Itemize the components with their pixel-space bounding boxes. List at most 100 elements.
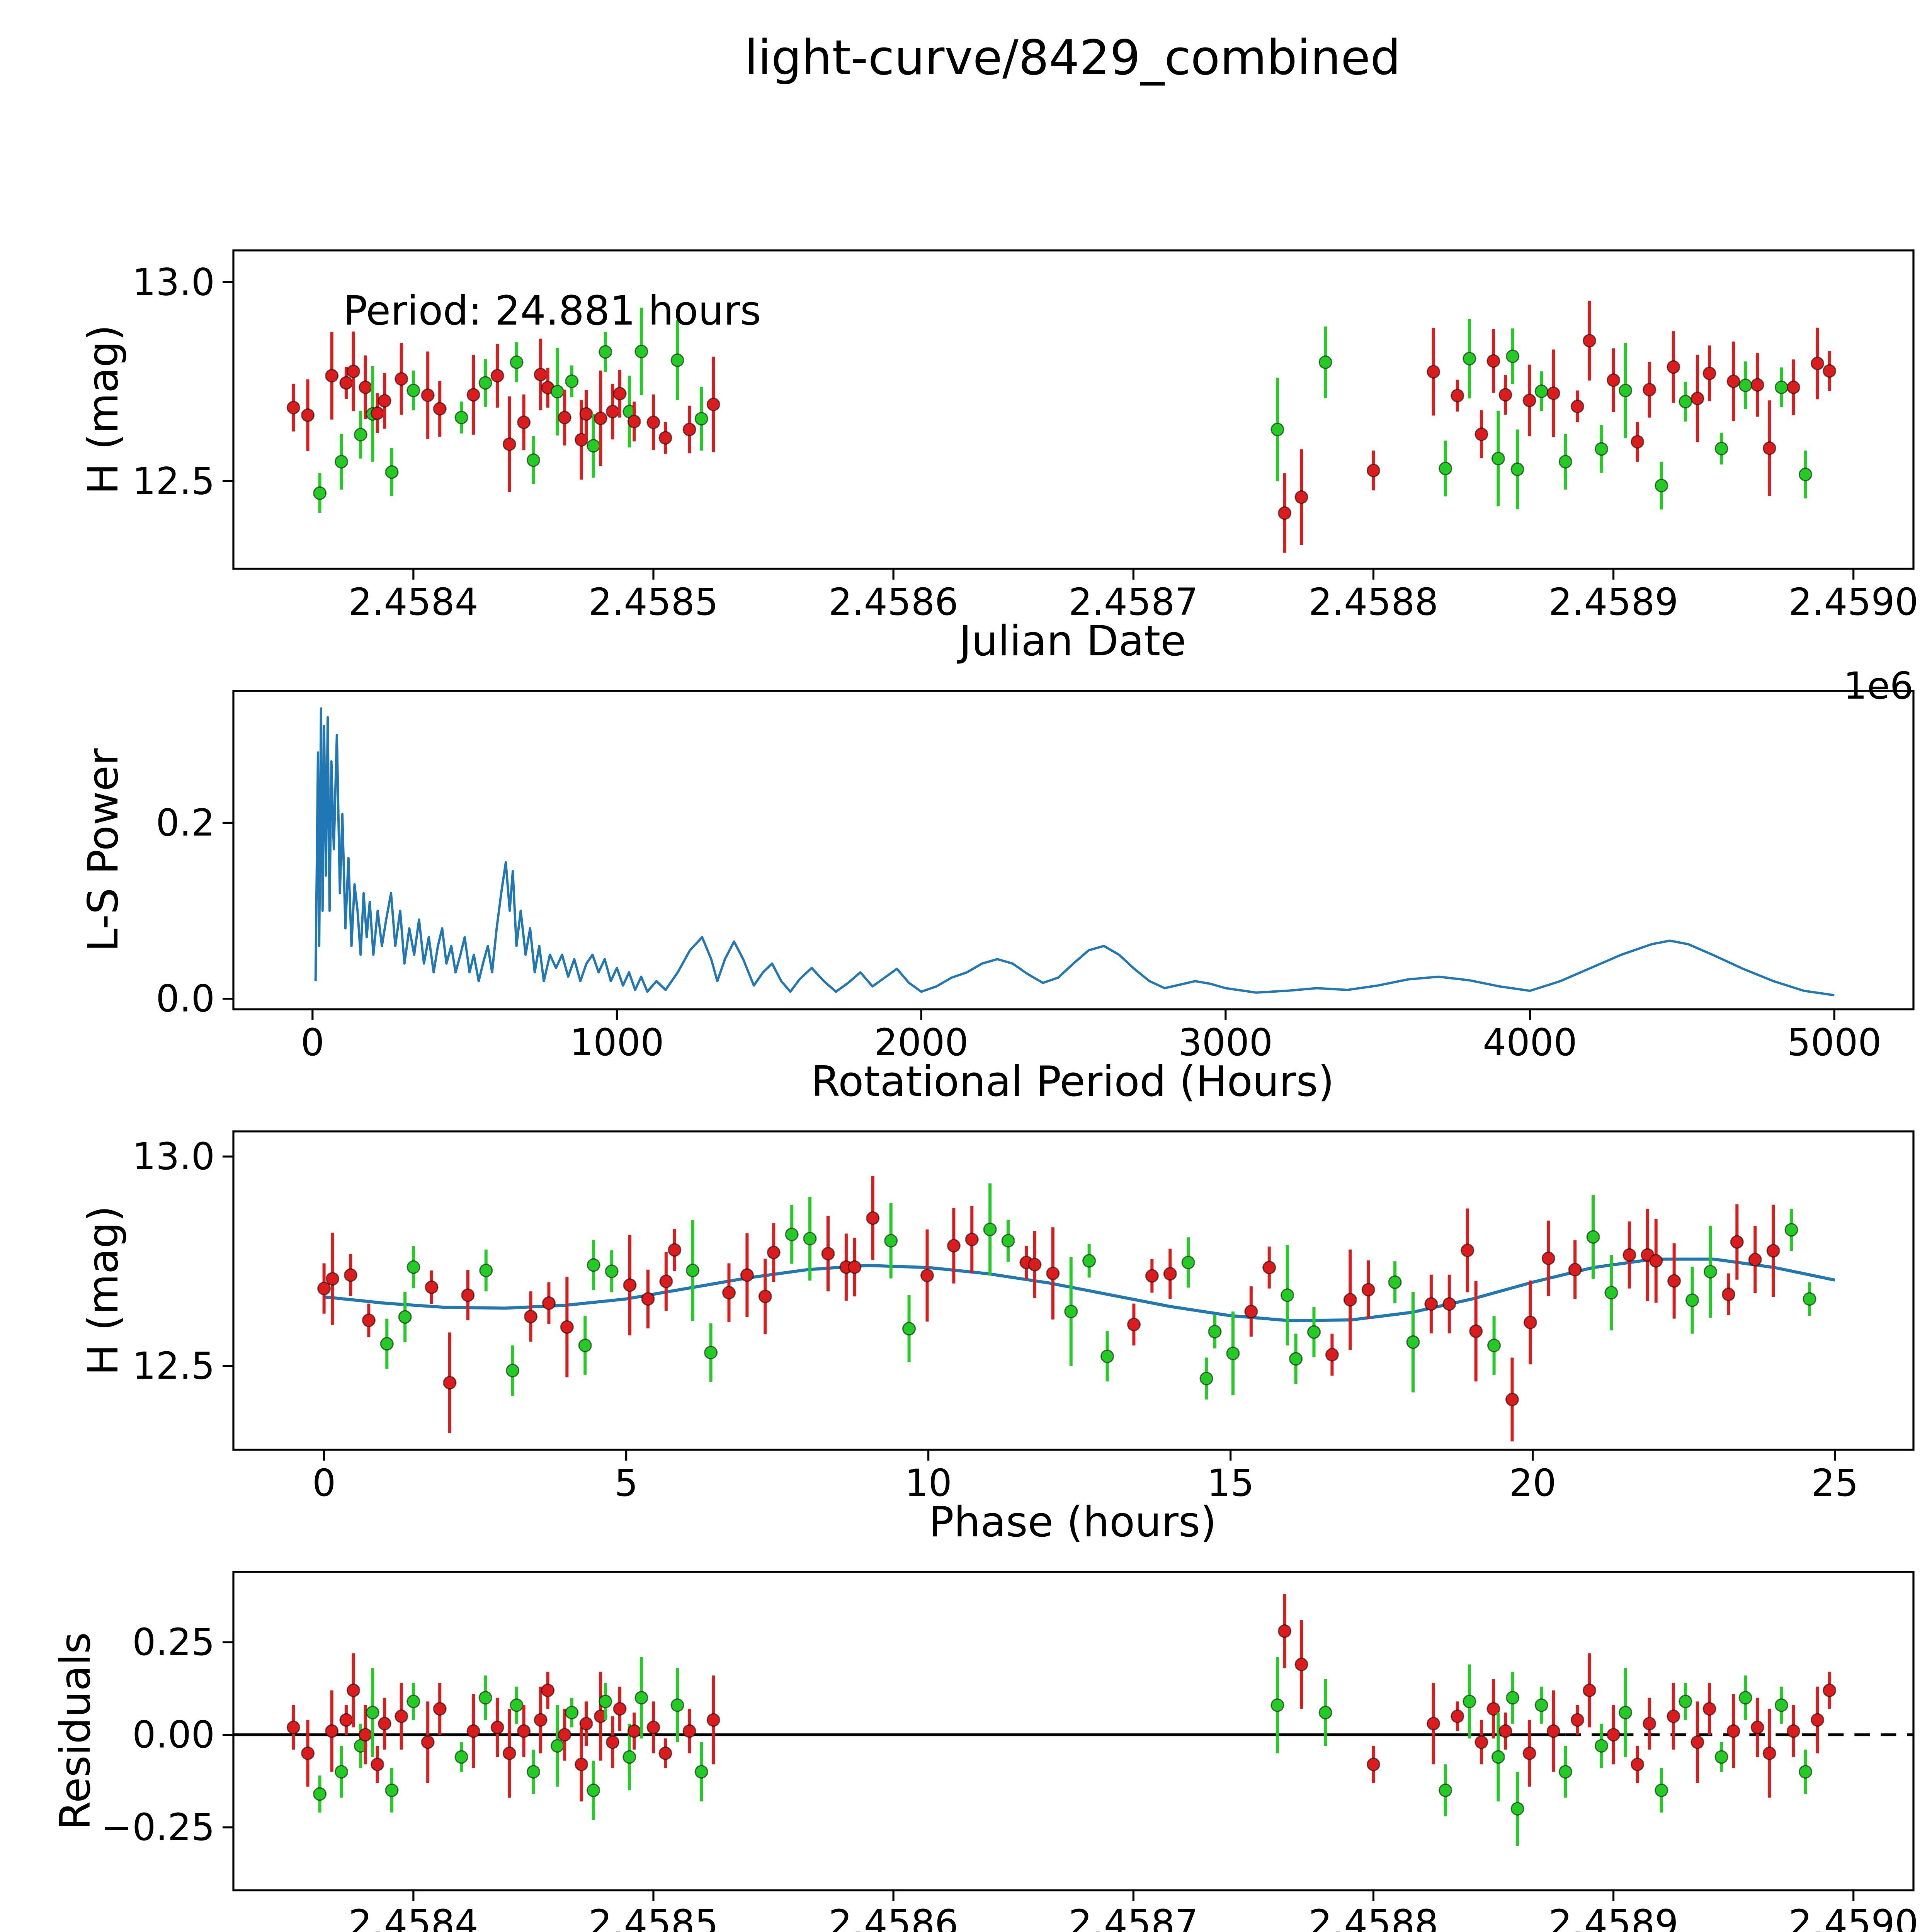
data-point <box>1667 1709 1680 1723</box>
data-point <box>344 1268 358 1282</box>
data-point <box>1325 1348 1339 1362</box>
data-point <box>1714 442 1728 456</box>
x-tick-label: 20 <box>1509 1461 1556 1505</box>
data-point <box>1028 1258 1042 1272</box>
data-point <box>541 1684 555 1697</box>
data-point <box>526 1765 541 1779</box>
data-point <box>1469 1324 1483 1338</box>
data-point <box>668 1243 682 1257</box>
y-tick-label: −0.25 <box>101 1806 215 1849</box>
data-point <box>785 1228 799 1242</box>
data-point <box>623 1278 637 1292</box>
y-tick-label: 0.0 <box>156 977 215 1020</box>
data-point <box>502 437 516 451</box>
data-point <box>1582 1684 1597 1697</box>
data-point <box>550 1739 565 1753</box>
data-point <box>646 415 660 429</box>
data-point <box>378 394 391 408</box>
data-point <box>1721 1287 1736 1301</box>
data-point <box>1622 1248 1636 1262</box>
plot-area-phase: 0 5 10 15 20 25 12.5 13.0 <box>132 1130 1915 1505</box>
x-tick-label: 2.4586 <box>828 580 958 624</box>
data-point <box>578 1338 592 1352</box>
plot-area-periodogram: 0 1000 2000 3000 4000 5000 0.0 0.2 <box>156 690 1915 1064</box>
data-point <box>542 1296 556 1310</box>
data-point <box>1586 1230 1600 1244</box>
data-point <box>1703 1265 1718 1279</box>
phase-xlabel: Phase (hours) <box>929 1498 1217 1546</box>
data-point <box>1127 1318 1141 1332</box>
data-point <box>740 1268 754 1282</box>
data-point <box>317 1281 331 1296</box>
x-tick-label: 10 <box>905 1461 952 1505</box>
data-point <box>1748 1253 1762 1267</box>
data-point <box>902 1322 916 1336</box>
data-point <box>706 398 720 412</box>
data-point <box>1506 1691 1520 1705</box>
periodogram-ylabel: L-S Power <box>79 748 128 952</box>
data-point <box>325 1724 339 1738</box>
data-point <box>803 1231 817 1246</box>
y-tick-label: 0.25 <box>132 1621 215 1664</box>
data-point <box>1278 506 1292 520</box>
data-point <box>550 385 565 399</box>
data-point <box>1208 1325 1222 1338</box>
x-tick-label: 4000 <box>1483 1021 1577 1064</box>
data-point <box>406 1260 420 1274</box>
data-point <box>433 402 447 416</box>
data-point <box>301 408 315 422</box>
x-tick-label: 2.4585 <box>588 1902 718 1932</box>
data-point <box>1199 1372 1213 1386</box>
data-point <box>1714 1750 1728 1764</box>
data-point <box>1594 442 1609 456</box>
y-tick-label: 12.5 <box>132 459 215 503</box>
data-point <box>1604 1286 1618 1300</box>
data-point <box>1667 1274 1681 1288</box>
data-point <box>1082 1254 1096 1268</box>
data-point <box>1810 356 1825 371</box>
x-tick-label: 2.4589 <box>1549 1902 1679 1932</box>
y-tick-label: 0.00 <box>132 1713 215 1757</box>
data-point <box>605 1735 620 1749</box>
x-tick-label: 5 <box>614 1461 638 1505</box>
data-point <box>1606 1728 1621 1742</box>
data-point <box>466 388 480 402</box>
data-point <box>1318 1706 1332 1719</box>
data-point <box>1064 1304 1078 1318</box>
data-point <box>339 1713 353 1727</box>
panel-residuals: 2.4584 2.4585 2.4586 2.4587 2.4588 2.4589 2.45… <box>51 1571 1918 1932</box>
data-point <box>1726 374 1740 388</box>
data-point <box>558 410 571 425</box>
y-tick-label: 0.2 <box>156 801 215 844</box>
data-point <box>378 1717 391 1731</box>
data-point <box>560 1320 574 1334</box>
data-point <box>634 345 648 359</box>
data-point <box>965 1233 979 1247</box>
data-point <box>1606 373 1621 387</box>
data-point <box>1558 455 1572 469</box>
data-point <box>1786 380 1801 394</box>
data-point <box>1522 393 1536 407</box>
data-point <box>433 1702 447 1716</box>
data-point <box>1226 1347 1240 1361</box>
x-tick-label: 25 <box>1811 1461 1859 1505</box>
data-point <box>1270 1698 1284 1712</box>
axes-frame <box>232 1130 1915 1451</box>
data-point <box>1655 1783 1668 1797</box>
data-point <box>1774 380 1788 394</box>
data-point <box>1289 1352 1303 1366</box>
x-tick-label: 0 <box>312 1461 336 1505</box>
data-point <box>1318 355 1332 369</box>
axes-frame <box>232 1571 1915 1891</box>
data-point <box>575 433 588 447</box>
x-tick-label: 2.4584 <box>349 1902 478 1932</box>
data-point <box>490 1720 504 1735</box>
x-tick-label: 2.4590 <box>1789 1902 1918 1932</box>
data-point <box>1439 461 1452 476</box>
data-point <box>510 1698 524 1712</box>
data-point <box>1631 1757 1645 1771</box>
data-point <box>1506 349 1520 363</box>
data-point <box>722 1286 736 1300</box>
x-tick-label: 2000 <box>874 1021 968 1064</box>
data-point <box>694 412 708 426</box>
